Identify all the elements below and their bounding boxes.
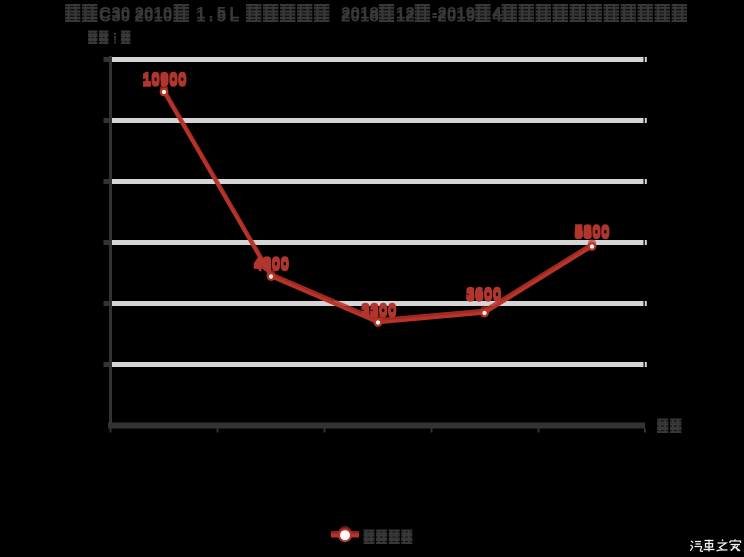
svg-text:12: 12 — [396, 4, 415, 23]
svg-text:4800: 4800 — [254, 258, 290, 275]
svg-text:3600: 3600 — [466, 285, 502, 302]
svg-text:3300: 3300 — [361, 305, 397, 322]
svg-text:1.5L: 1.5L — [196, 4, 243, 23]
svg-text:C30: C30 — [99, 4, 130, 23]
svg-text:-: - — [432, 4, 438, 23]
svg-text:10900: 10900 — [142, 72, 187, 89]
svg-text:C30: C30 — [99, 7, 130, 26]
svg-text:2019: 2019 — [437, 4, 475, 23]
svg-text:3600: 3600 — [466, 287, 502, 304]
svg-text:2010: 2010 — [135, 4, 173, 23]
svg-text:4800: 4800 — [254, 256, 290, 273]
svg-text:3600: 3600 — [466, 289, 502, 306]
svg-text:10900: 10900 — [142, 74, 187, 91]
svg-text:10900: 10900 — [142, 70, 187, 87]
svg-text:3300: 3300 — [361, 303, 397, 320]
svg-text:4800: 4800 — [254, 255, 290, 272]
svg-text:2018: 2018 — [341, 4, 379, 23]
svg-text:2019: 2019 — [437, 7, 475, 26]
svg-text:5800: 5800 — [574, 226, 610, 243]
svg-text:1.5L: 1.5L — [196, 7, 243, 26]
svg-text:12: 12 — [396, 7, 415, 26]
svg-text:4: 4 — [492, 4, 502, 23]
svg-text:2010: 2010 — [135, 7, 173, 26]
svg-text:5800: 5800 — [574, 223, 610, 240]
svg-text:3300: 3300 — [361, 301, 397, 318]
svg-text:5800: 5800 — [574, 224, 610, 241]
svg-text:4: 4 — [492, 7, 502, 26]
svg-text:2018: 2018 — [341, 7, 379, 26]
svg-text:-: - — [432, 7, 438, 26]
